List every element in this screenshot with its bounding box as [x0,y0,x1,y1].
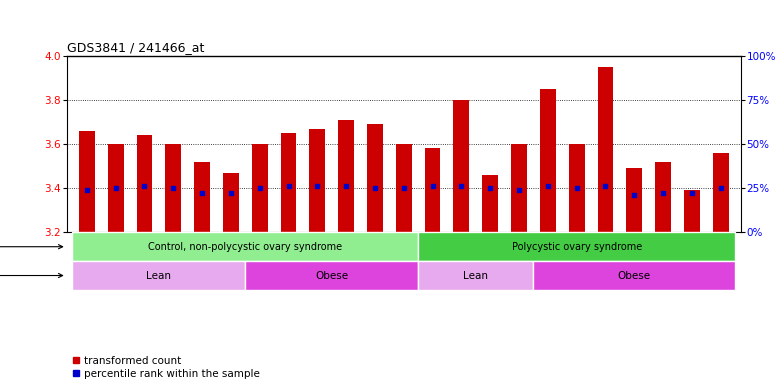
Text: GSM277441: GSM277441 [169,235,178,283]
Bar [252,144,267,232]
Bar [655,162,671,232]
Text: GSM277448: GSM277448 [371,235,379,283]
Bar [79,131,95,232]
Bar [418,232,735,261]
Text: GSM277446: GSM277446 [313,235,321,283]
Text: GSM277456: GSM277456 [601,235,610,283]
Text: Polycystic ovary syndrome: Polycystic ovary syndrome [511,242,642,252]
Bar [684,190,700,232]
Bar [533,261,735,290]
Bar [425,149,441,232]
Text: Lean: Lean [463,270,488,281]
Text: GSM277460: GSM277460 [717,235,725,283]
Text: GSM277457: GSM277457 [630,235,639,284]
Text: Obese: Obese [618,270,651,281]
Text: Lean: Lean [147,270,172,281]
Text: GSM277440: GSM277440 [140,235,149,283]
Bar [281,133,296,232]
Text: GSM277445: GSM277445 [284,235,293,283]
Bar [568,144,585,232]
Bar [482,175,498,232]
Text: GSM277444: GSM277444 [255,235,264,283]
Bar [540,89,556,232]
Bar [107,144,124,232]
Text: GSM277458: GSM277458 [659,235,668,283]
Bar [194,162,210,232]
Text: GSM277455: GSM277455 [572,235,581,284]
Text: GSM277454: GSM277454 [543,235,553,283]
Text: GSM277450: GSM277450 [428,235,437,283]
Bar [626,168,642,232]
Bar [245,261,418,290]
Text: GSM277451: GSM277451 [457,235,466,283]
Text: GSM277443: GSM277443 [227,235,235,283]
Text: GSM277438: GSM277438 [82,235,91,283]
Text: GSM277453: GSM277453 [514,235,524,283]
Bar [367,124,383,232]
Bar [453,100,470,232]
Text: disease state: disease state [0,242,63,252]
Bar [396,144,412,232]
Text: GDS3841 / 241466_at: GDS3841 / 241466_at [67,41,204,55]
Bar [165,144,181,232]
Bar [310,129,325,232]
Bar [72,232,418,261]
Text: GSM277442: GSM277442 [198,235,206,283]
Text: GSM277452: GSM277452 [486,235,495,284]
Bar [418,261,533,290]
Bar [136,135,152,232]
Text: GSM277459: GSM277459 [688,235,696,284]
Bar [72,261,245,290]
Legend: transformed count, percentile rank within the sample: transformed count, percentile rank withi… [72,356,260,379]
Bar [338,120,354,232]
Bar [511,144,527,232]
Text: Obese: Obese [315,270,348,281]
Text: GSM277449: GSM277449 [399,235,408,283]
Bar [597,67,613,232]
Bar [223,173,239,232]
Text: Control, non-polycystic ovary syndrome: Control, non-polycystic ovary syndrome [148,242,343,252]
Bar [713,153,728,232]
Text: GSM277447: GSM277447 [342,235,350,283]
Text: GSM277439: GSM277439 [111,235,120,283]
Text: other: other [0,270,63,281]
